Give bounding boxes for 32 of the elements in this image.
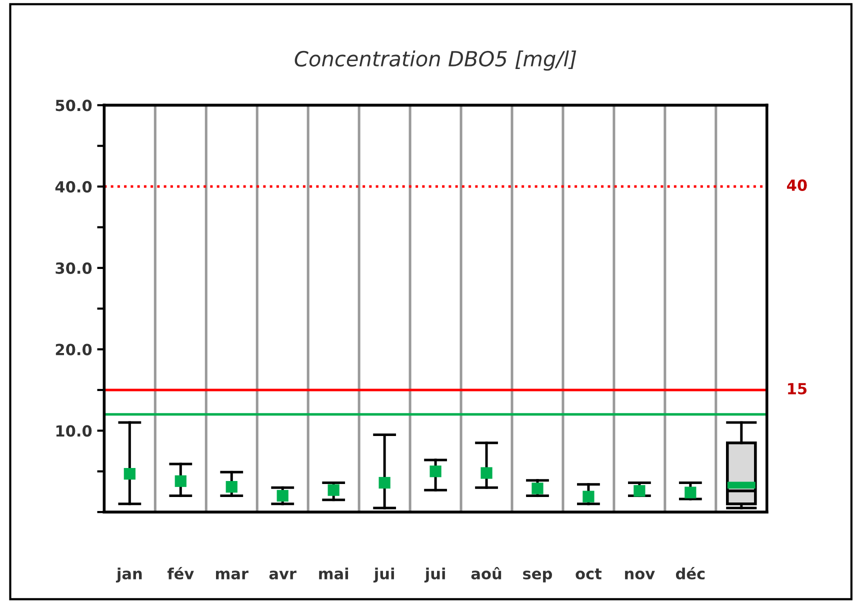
- y-tick-label: 30.0: [56, 262, 92, 274]
- point: [174, 475, 186, 487]
- x-tick-label: fév: [167, 566, 194, 580]
- point: [582, 490, 594, 502]
- x-tick-label: sep: [523, 570, 552, 582]
- y-tick-label: 40.0: [55, 181, 92, 193]
- y-tick-label: 20.0: [56, 344, 92, 356]
- x-tick-label: mai: [319, 568, 348, 580]
- point: [226, 481, 238, 493]
- x-tick-label: aoû: [471, 566, 502, 580]
- point: [480, 467, 492, 479]
- chart-title: Concentration DBO5 [mg/l]: [294, 50, 576, 71]
- point: [634, 485, 646, 497]
- x-tick-label: mar: [216, 570, 248, 580]
- x-tick-label: jui: [373, 568, 394, 583]
- point: [328, 484, 340, 496]
- y-tick-label: 10.0: [56, 425, 92, 437]
- point: [378, 476, 390, 489]
- x-tick-label: nov: [625, 570, 655, 580]
- point: [684, 486, 696, 498]
- point: [124, 468, 136, 480]
- x-tick-label: avr: [269, 570, 296, 580]
- point: [430, 466, 442, 478]
- ref-line-label: 40: [787, 179, 807, 191]
- x-tick-label: déc: [676, 566, 705, 580]
- x-tick-label: oct: [576, 568, 602, 580]
- point: [276, 490, 288, 502]
- point: [532, 482, 544, 494]
- x-tick-label: jan: [116, 568, 142, 583]
- y-tick-label: 50.0: [56, 100, 92, 112]
- x-tick-label: jui: [424, 568, 445, 583]
- ref-line-label: 15: [788, 383, 807, 394]
